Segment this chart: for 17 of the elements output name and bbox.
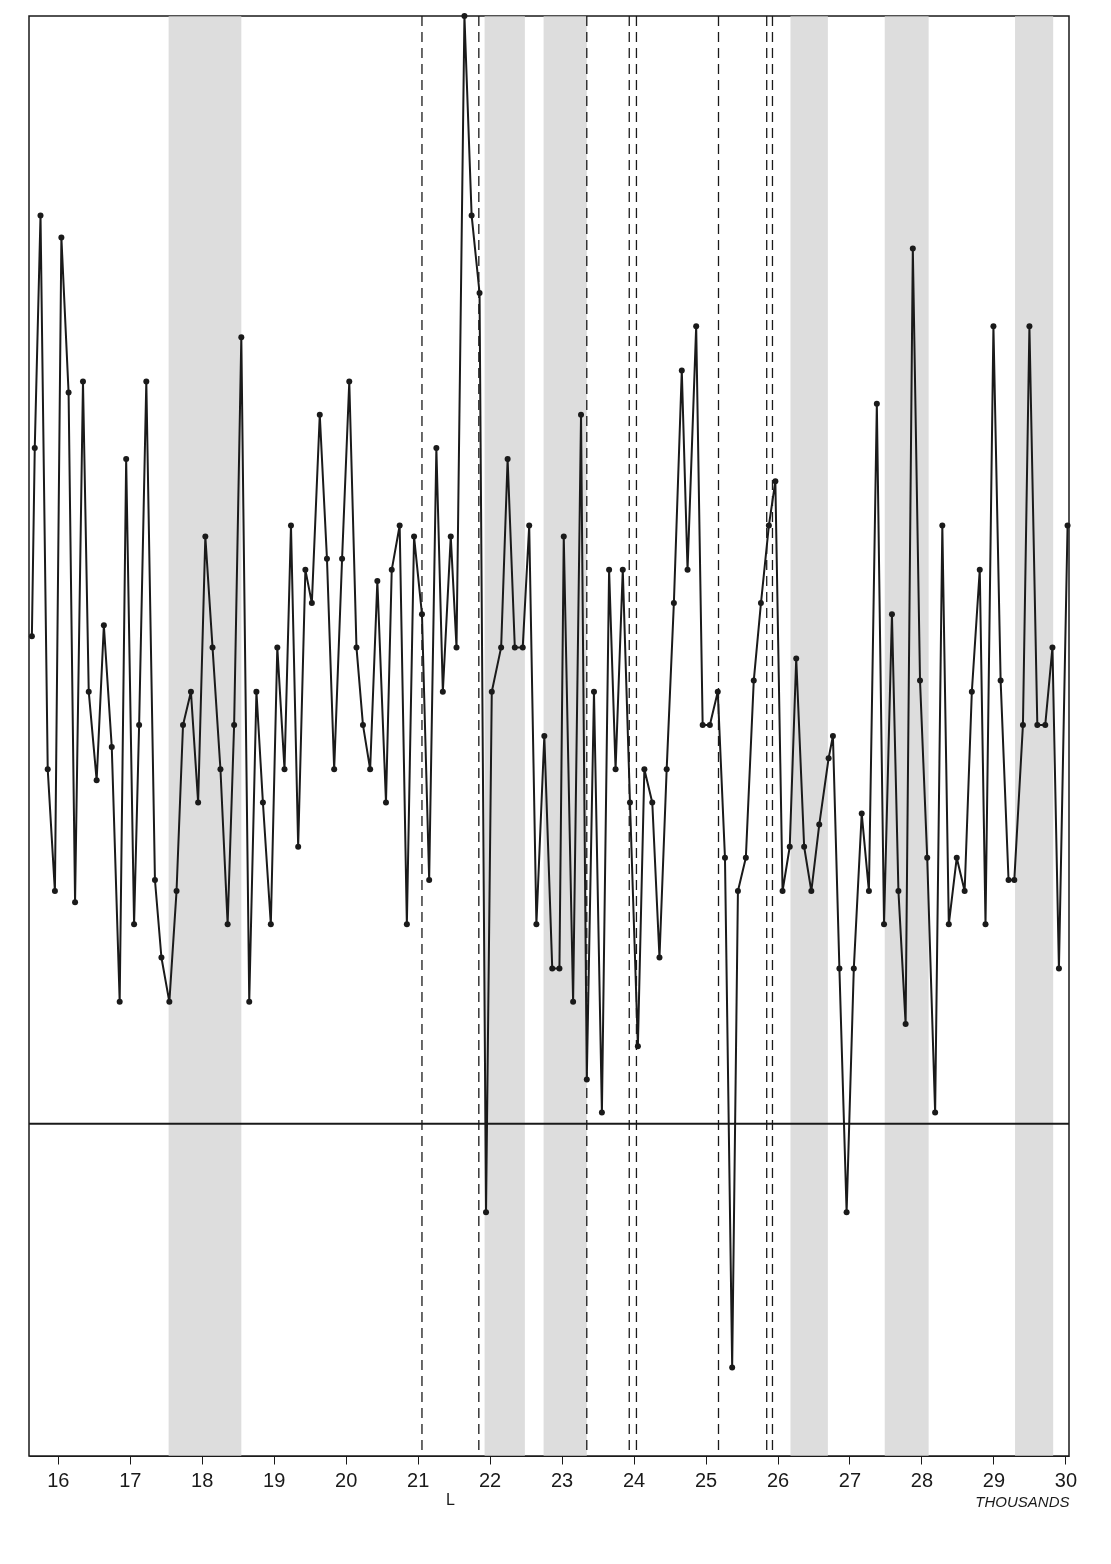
x-tick-label: 20: [335, 1468, 358, 1491]
x-tick-label: 28: [910, 1468, 934, 1491]
x-tick-label: 23: [550, 1468, 574, 1491]
x-tick-label: 19: [263, 1468, 286, 1491]
x-tick-label: 27: [838, 1468, 862, 1491]
x-tick-label: 25: [694, 1468, 718, 1491]
x-tick-label: 24: [622, 1468, 646, 1491]
x-tick-label: 18: [191, 1468, 214, 1491]
x-tick-label: 21: [407, 1468, 430, 1491]
x-tick-label: 22: [479, 1468, 502, 1491]
x-axis-title: THOUSANDS: [975, 1492, 1070, 1510]
x-tick-label: 26: [766, 1468, 790, 1491]
x-tick-label: 30: [1054, 1468, 1078, 1491]
text: L: [445, 1491, 455, 1508]
x-tick-label: 29: [982, 1468, 1006, 1491]
x-tick-label: 16: [47, 1468, 70, 1491]
x-tick-label: 17: [119, 1468, 142, 1491]
